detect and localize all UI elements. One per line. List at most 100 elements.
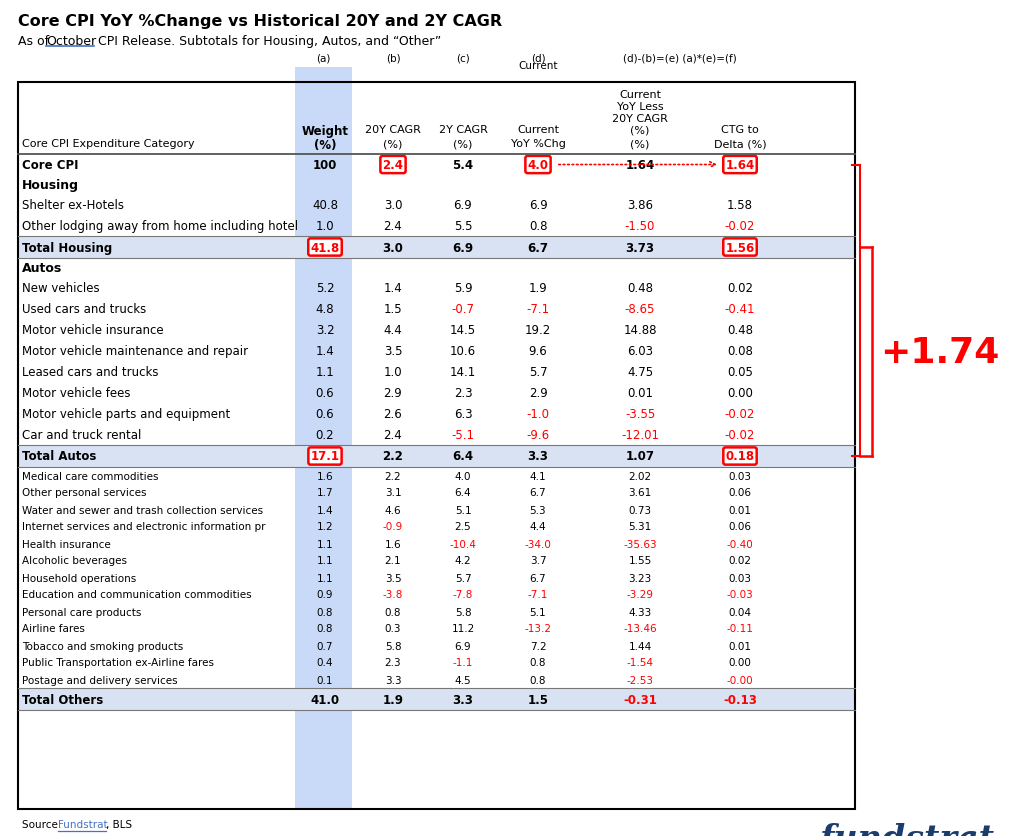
Bar bbox=[18, 83, 855, 809]
Text: 1.0: 1.0 bbox=[315, 220, 334, 232]
Bar bbox=[18, 688, 855, 710]
Text: Current: Current bbox=[618, 90, 662, 99]
Text: 4.4: 4.4 bbox=[529, 522, 547, 532]
Text: 4.33: 4.33 bbox=[629, 607, 651, 617]
Text: 0.05: 0.05 bbox=[727, 365, 753, 379]
Text: 6.7: 6.7 bbox=[529, 488, 547, 498]
Text: 4.4: 4.4 bbox=[384, 324, 402, 337]
Text: 1.7: 1.7 bbox=[316, 488, 334, 498]
Text: 0.6: 0.6 bbox=[315, 386, 334, 400]
Text: 6.9: 6.9 bbox=[455, 640, 471, 650]
Text: -13.2: -13.2 bbox=[524, 624, 552, 634]
Text: -0.7: -0.7 bbox=[452, 303, 474, 316]
Text: 1.4: 1.4 bbox=[384, 282, 402, 294]
Text: 3.0: 3.0 bbox=[383, 242, 403, 254]
Text: Household operations: Household operations bbox=[22, 573, 136, 583]
Text: 2.1: 2.1 bbox=[385, 556, 401, 566]
Text: -34.0: -34.0 bbox=[524, 539, 552, 549]
Text: 5.1: 5.1 bbox=[455, 505, 471, 515]
Text: Motor vehicle fees: Motor vehicle fees bbox=[22, 386, 130, 400]
Text: 0.8: 0.8 bbox=[529, 675, 546, 685]
Text: -35.63: -35.63 bbox=[624, 539, 656, 549]
Text: (d): (d) bbox=[530, 53, 546, 63]
Text: -0.02: -0.02 bbox=[725, 220, 755, 232]
Text: 0.9: 0.9 bbox=[316, 589, 333, 599]
Text: 1.5: 1.5 bbox=[527, 693, 549, 706]
Text: -10.4: -10.4 bbox=[450, 539, 476, 549]
Text: Motor vehicle maintenance and repair: Motor vehicle maintenance and repair bbox=[22, 344, 248, 358]
Text: 4.1: 4.1 bbox=[529, 471, 547, 481]
Text: 0.8: 0.8 bbox=[528, 220, 547, 232]
Text: -2.53: -2.53 bbox=[627, 675, 653, 685]
Text: 0.3: 0.3 bbox=[385, 624, 401, 634]
Text: YoY %Chg: YoY %Chg bbox=[511, 139, 565, 149]
Text: 0.08: 0.08 bbox=[727, 344, 753, 358]
Text: Health insurance: Health insurance bbox=[22, 539, 111, 549]
Text: Airline fares: Airline fares bbox=[22, 624, 85, 634]
Text: -7.8: -7.8 bbox=[453, 589, 473, 599]
Text: 0.8: 0.8 bbox=[385, 607, 401, 617]
Text: 3.3: 3.3 bbox=[453, 693, 473, 706]
Text: 0.02: 0.02 bbox=[727, 282, 753, 294]
Text: Current: Current bbox=[517, 125, 559, 135]
Text: CPI Release. Subtotals for Housing, Autos, and “Other”: CPI Release. Subtotals for Housing, Auto… bbox=[94, 35, 441, 48]
Text: October: October bbox=[46, 35, 96, 48]
Text: -0.00: -0.00 bbox=[727, 675, 754, 685]
Text: 5.2: 5.2 bbox=[315, 282, 334, 294]
Text: 5.9: 5.9 bbox=[454, 282, 472, 294]
Text: 1.2: 1.2 bbox=[316, 522, 334, 532]
Text: 4.2: 4.2 bbox=[455, 556, 471, 566]
Text: 2.2: 2.2 bbox=[385, 471, 401, 481]
Text: YoY Less: YoY Less bbox=[616, 102, 664, 112]
Text: 20Y CAGR: 20Y CAGR bbox=[366, 125, 421, 135]
Text: 4.0: 4.0 bbox=[527, 159, 549, 171]
Text: 1.56: 1.56 bbox=[725, 242, 755, 254]
Text: 2.5: 2.5 bbox=[455, 522, 471, 532]
Text: As of: As of bbox=[18, 35, 53, 48]
Text: 1.6: 1.6 bbox=[385, 539, 401, 549]
Text: 5.7: 5.7 bbox=[528, 365, 547, 379]
Text: 6.9: 6.9 bbox=[528, 199, 548, 212]
Text: 0.8: 0.8 bbox=[529, 658, 546, 668]
Text: 5.8: 5.8 bbox=[385, 640, 401, 650]
Text: Tobacco and smoking products: Tobacco and smoking products bbox=[22, 640, 183, 650]
Bar bbox=[18, 237, 855, 258]
Text: +1.74: +1.74 bbox=[880, 335, 999, 369]
Text: 6.7: 6.7 bbox=[529, 573, 547, 583]
Text: 9.6: 9.6 bbox=[528, 344, 548, 358]
Text: Other lodging away from home including hotel: Other lodging away from home including h… bbox=[22, 220, 298, 232]
Text: Other personal services: Other personal services bbox=[22, 488, 146, 498]
Text: 0.73: 0.73 bbox=[629, 505, 651, 515]
Text: 1.1: 1.1 bbox=[315, 365, 335, 379]
Text: (%): (%) bbox=[454, 139, 473, 149]
Text: 6.4: 6.4 bbox=[455, 488, 471, 498]
Text: 0.06: 0.06 bbox=[728, 488, 752, 498]
Text: (%): (%) bbox=[631, 139, 649, 149]
Text: Source:: Source: bbox=[22, 819, 65, 829]
Text: -3.29: -3.29 bbox=[627, 589, 653, 599]
Text: fundstrat: fundstrat bbox=[820, 821, 995, 836]
Text: -1.54: -1.54 bbox=[627, 658, 653, 668]
Text: 1.64: 1.64 bbox=[725, 159, 755, 171]
Text: Public Transportation ex-Airline fares: Public Transportation ex-Airline fares bbox=[22, 658, 214, 668]
Text: 4.6: 4.6 bbox=[385, 505, 401, 515]
Text: Water and sewer and trash collection services: Water and sewer and trash collection ser… bbox=[22, 505, 263, 515]
Text: 0.04: 0.04 bbox=[728, 607, 752, 617]
Text: -1.1: -1.1 bbox=[453, 658, 473, 668]
Text: 2.6: 2.6 bbox=[384, 407, 402, 421]
Text: 4.5: 4.5 bbox=[455, 675, 471, 685]
Text: Used cars and trucks: Used cars and trucks bbox=[22, 303, 146, 316]
Text: Core CPI YoY %Change vs Historical 20Y and 2Y CAGR: Core CPI YoY %Change vs Historical 20Y a… bbox=[18, 14, 502, 29]
Text: -0.40: -0.40 bbox=[727, 539, 754, 549]
Text: 10.6: 10.6 bbox=[450, 344, 476, 358]
Text: 1.4: 1.4 bbox=[315, 344, 335, 358]
Text: 14.88: 14.88 bbox=[624, 324, 656, 337]
Text: 19.2: 19.2 bbox=[525, 324, 551, 337]
Text: 0.00: 0.00 bbox=[728, 658, 752, 668]
Text: 1.6: 1.6 bbox=[316, 471, 334, 481]
Text: 7.2: 7.2 bbox=[529, 640, 547, 650]
Text: 5.8: 5.8 bbox=[455, 607, 471, 617]
Text: (b): (b) bbox=[386, 53, 400, 63]
Text: Total Housing: Total Housing bbox=[22, 242, 113, 254]
Text: 41.8: 41.8 bbox=[310, 242, 340, 254]
